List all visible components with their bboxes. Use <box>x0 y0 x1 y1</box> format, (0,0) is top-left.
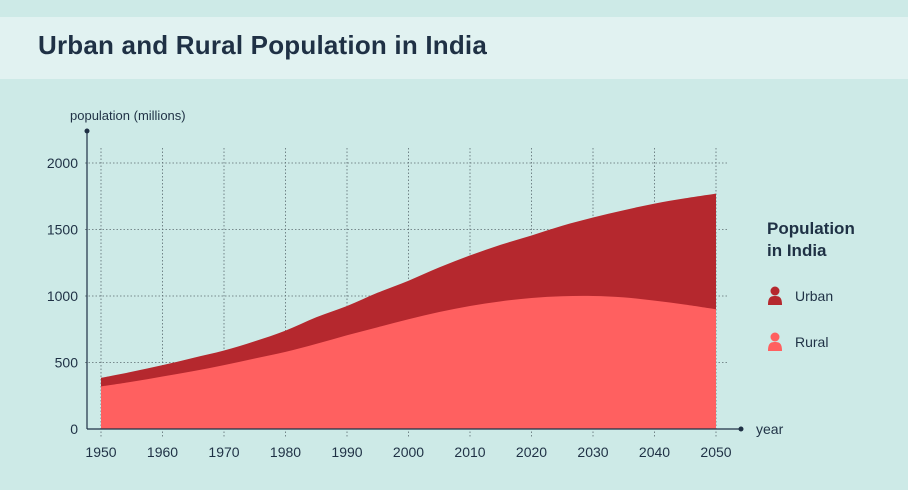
x-tick-label: 1950 <box>85 444 116 460</box>
legend-label-rural: Rural <box>795 334 829 350</box>
x-tick-label: 2050 <box>700 444 731 460</box>
area-rural <box>101 295 716 429</box>
legend-title-line2: in India <box>767 241 827 260</box>
legend-title-line1: Population <box>767 219 855 238</box>
x-tick-label: 2040 <box>639 444 670 460</box>
y-axis-label: population (millions) <box>70 108 186 123</box>
x-tick-label: 1990 <box>331 444 362 460</box>
y-tick-label: 500 <box>55 355 79 371</box>
legend-item-urban: Urban <box>767 284 897 308</box>
x-tick-label: 1960 <box>147 444 178 460</box>
legend-label-urban: Urban <box>795 288 834 304</box>
tick-labels: population (millions) year 0 500 1000 1500 200… <box>47 108 784 460</box>
x-axis-end-dot <box>738 426 744 432</box>
y-axis-end-dot <box>84 128 90 134</box>
series-areas <box>101 193 716 429</box>
person-icon <box>768 286 782 305</box>
legend-title: Population in India <box>767 218 897 262</box>
x-tick-label: 2020 <box>516 444 547 460</box>
x-tick-label: 2000 <box>393 444 424 460</box>
x-axis-label: year <box>756 421 784 437</box>
y-tick-label: 1000 <box>47 288 78 304</box>
person-icon <box>768 332 782 351</box>
x-tick-label: 1970 <box>208 444 239 460</box>
chart-title: Urban and Rural Population in India <box>38 30 488 60</box>
y-tick-label: 2000 <box>47 155 78 171</box>
title-band <box>0 17 908 79</box>
y-tick-label: 1500 <box>47 222 78 238</box>
y-tick-label: 0 <box>70 421 78 437</box>
x-tick-label: 2030 <box>577 444 608 460</box>
legend-item-rural: Rural <box>767 330 897 354</box>
x-tick-label: 2010 <box>454 444 485 460</box>
axes <box>84 128 744 432</box>
x-tick-label: 1980 <box>270 444 301 460</box>
